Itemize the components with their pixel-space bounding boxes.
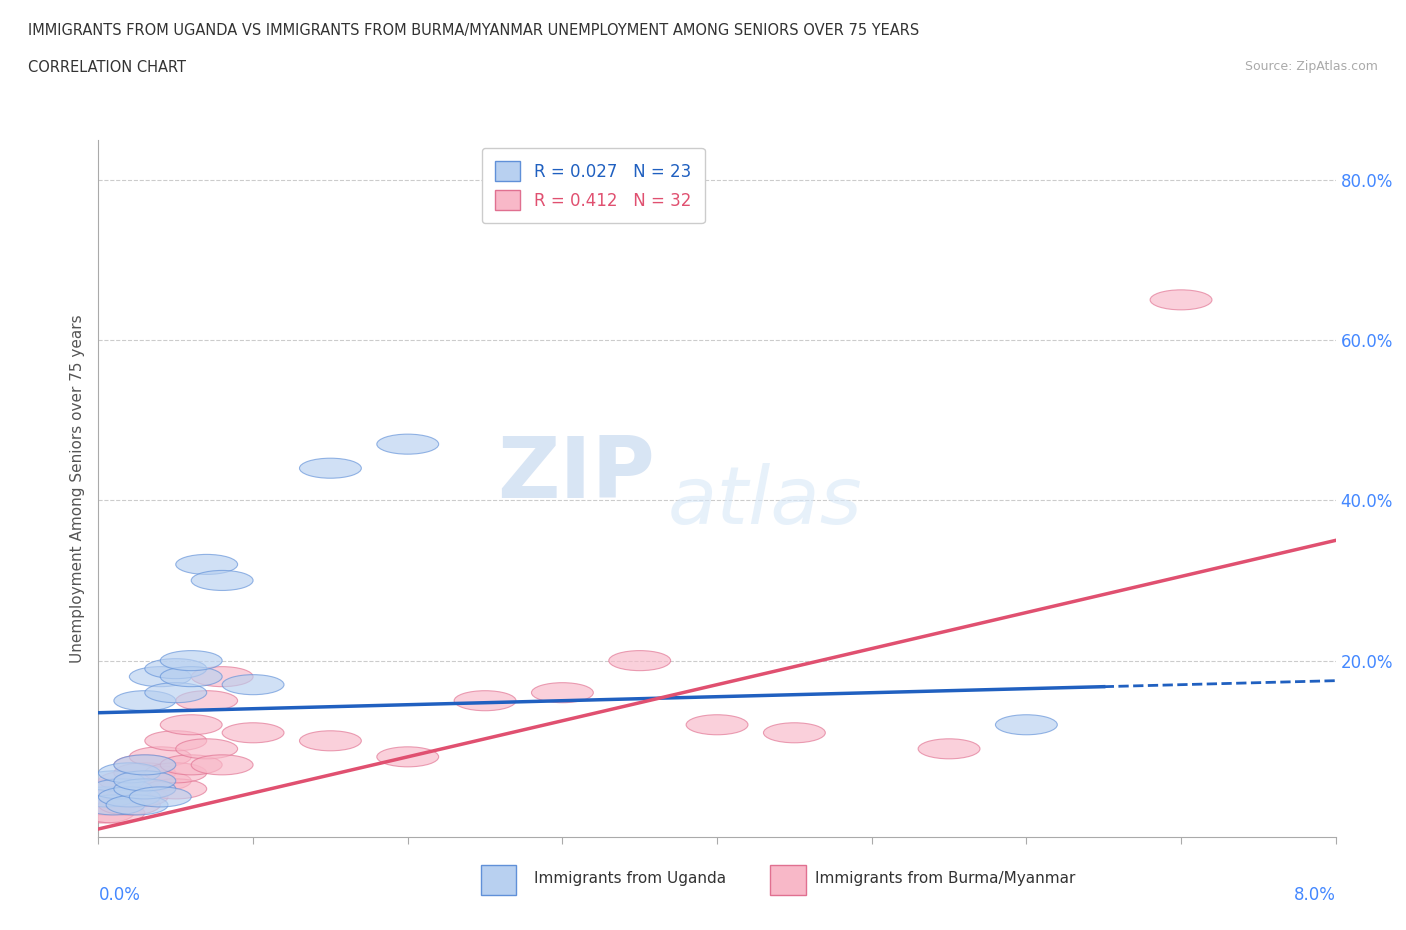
Ellipse shape	[222, 674, 284, 695]
Ellipse shape	[377, 747, 439, 767]
Ellipse shape	[83, 795, 145, 815]
Ellipse shape	[145, 683, 207, 703]
Ellipse shape	[995, 715, 1057, 735]
Ellipse shape	[91, 779, 153, 799]
Ellipse shape	[114, 771, 176, 790]
Ellipse shape	[76, 787, 138, 807]
Ellipse shape	[686, 715, 748, 735]
Ellipse shape	[160, 715, 222, 735]
FancyBboxPatch shape	[481, 865, 516, 895]
Ellipse shape	[129, 771, 191, 790]
Ellipse shape	[176, 554, 238, 575]
Ellipse shape	[98, 763, 160, 783]
Ellipse shape	[918, 738, 980, 759]
Text: atlas: atlas	[668, 463, 862, 541]
Ellipse shape	[129, 667, 191, 686]
Ellipse shape	[76, 795, 138, 815]
Ellipse shape	[91, 787, 153, 807]
Ellipse shape	[377, 434, 439, 454]
FancyBboxPatch shape	[770, 865, 806, 895]
Ellipse shape	[454, 691, 516, 711]
Ellipse shape	[114, 755, 176, 775]
Ellipse shape	[72, 803, 134, 823]
Ellipse shape	[222, 723, 284, 743]
Ellipse shape	[83, 771, 145, 790]
Text: 8.0%: 8.0%	[1294, 885, 1336, 904]
Ellipse shape	[176, 691, 238, 711]
Ellipse shape	[114, 691, 176, 711]
Ellipse shape	[114, 755, 176, 775]
Y-axis label: Unemployment Among Seniors over 75 years: Unemployment Among Seniors over 75 years	[69, 314, 84, 662]
Text: Immigrants from Burma/Myanmar: Immigrants from Burma/Myanmar	[815, 871, 1076, 886]
Ellipse shape	[299, 731, 361, 751]
Text: Immigrants from Uganda: Immigrants from Uganda	[534, 871, 727, 886]
Ellipse shape	[98, 787, 160, 807]
Ellipse shape	[83, 803, 145, 823]
Ellipse shape	[107, 795, 169, 815]
Ellipse shape	[107, 787, 169, 807]
Ellipse shape	[160, 651, 222, 671]
Ellipse shape	[191, 667, 253, 686]
Ellipse shape	[160, 667, 222, 686]
Ellipse shape	[145, 763, 207, 783]
Ellipse shape	[191, 755, 253, 775]
Ellipse shape	[129, 787, 191, 807]
Ellipse shape	[609, 651, 671, 671]
Ellipse shape	[114, 779, 176, 799]
Text: IMMIGRANTS FROM UGANDA VS IMMIGRANTS FROM BURMA/MYANMAR UNEMPLOYMENT AMONG SENIO: IMMIGRANTS FROM UGANDA VS IMMIGRANTS FRO…	[28, 23, 920, 38]
Text: CORRELATION CHART: CORRELATION CHART	[28, 60, 186, 75]
Text: ZIP: ZIP	[498, 432, 655, 516]
Ellipse shape	[531, 683, 593, 703]
Ellipse shape	[145, 731, 207, 751]
Ellipse shape	[98, 771, 160, 790]
Legend: R = 0.027   N = 23, R = 0.412   N = 32: R = 0.027 N = 23, R = 0.412 N = 32	[482, 148, 704, 223]
Ellipse shape	[145, 658, 207, 679]
Text: Source: ZipAtlas.com: Source: ZipAtlas.com	[1244, 60, 1378, 73]
Ellipse shape	[129, 747, 191, 767]
Ellipse shape	[145, 779, 207, 799]
Ellipse shape	[299, 458, 361, 478]
Ellipse shape	[191, 570, 253, 591]
Ellipse shape	[763, 723, 825, 743]
Ellipse shape	[1150, 290, 1212, 310]
Ellipse shape	[114, 763, 176, 783]
Ellipse shape	[176, 738, 238, 759]
Ellipse shape	[114, 779, 176, 799]
Text: 0.0%: 0.0%	[98, 885, 141, 904]
Ellipse shape	[160, 755, 222, 775]
Ellipse shape	[98, 795, 160, 815]
Ellipse shape	[83, 779, 145, 799]
